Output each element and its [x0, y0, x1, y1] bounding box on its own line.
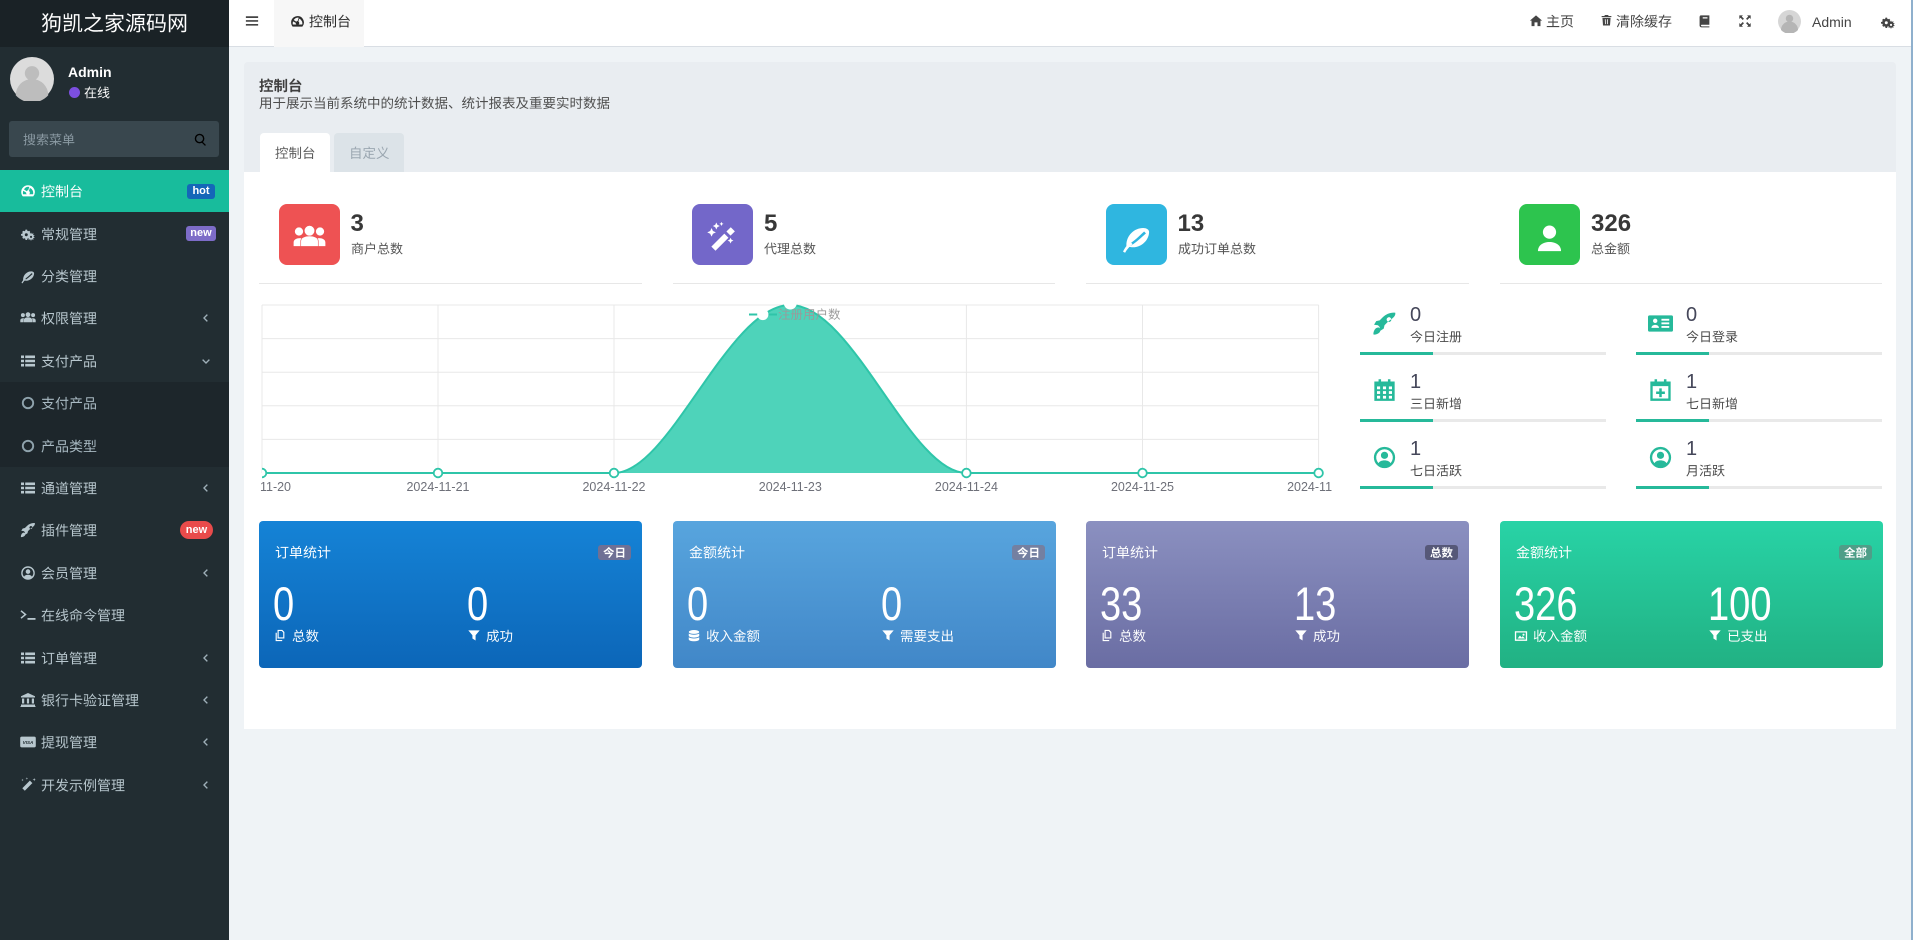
svg-text:VISA: VISA: [23, 740, 34, 745]
svg-text:2024-11-21: 2024-11-21: [406, 480, 469, 494]
svg-text:2024-11-22: 2024-11-22: [582, 480, 645, 494]
svg-text:2024-11-25: 2024-11-25: [1111, 480, 1174, 494]
svg-text:2024-11-26: 2024-11-26: [1287, 480, 1332, 494]
svg-text:11-20: 11-20: [260, 480, 291, 494]
svg-text:2024-11-24: 2024-11-24: [935, 480, 998, 494]
svg-text:2024-11-23: 2024-11-23: [759, 480, 822, 494]
